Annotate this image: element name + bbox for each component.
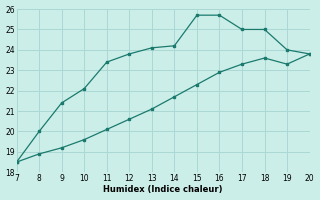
X-axis label: Humidex (Indice chaleur): Humidex (Indice chaleur) bbox=[103, 185, 223, 194]
